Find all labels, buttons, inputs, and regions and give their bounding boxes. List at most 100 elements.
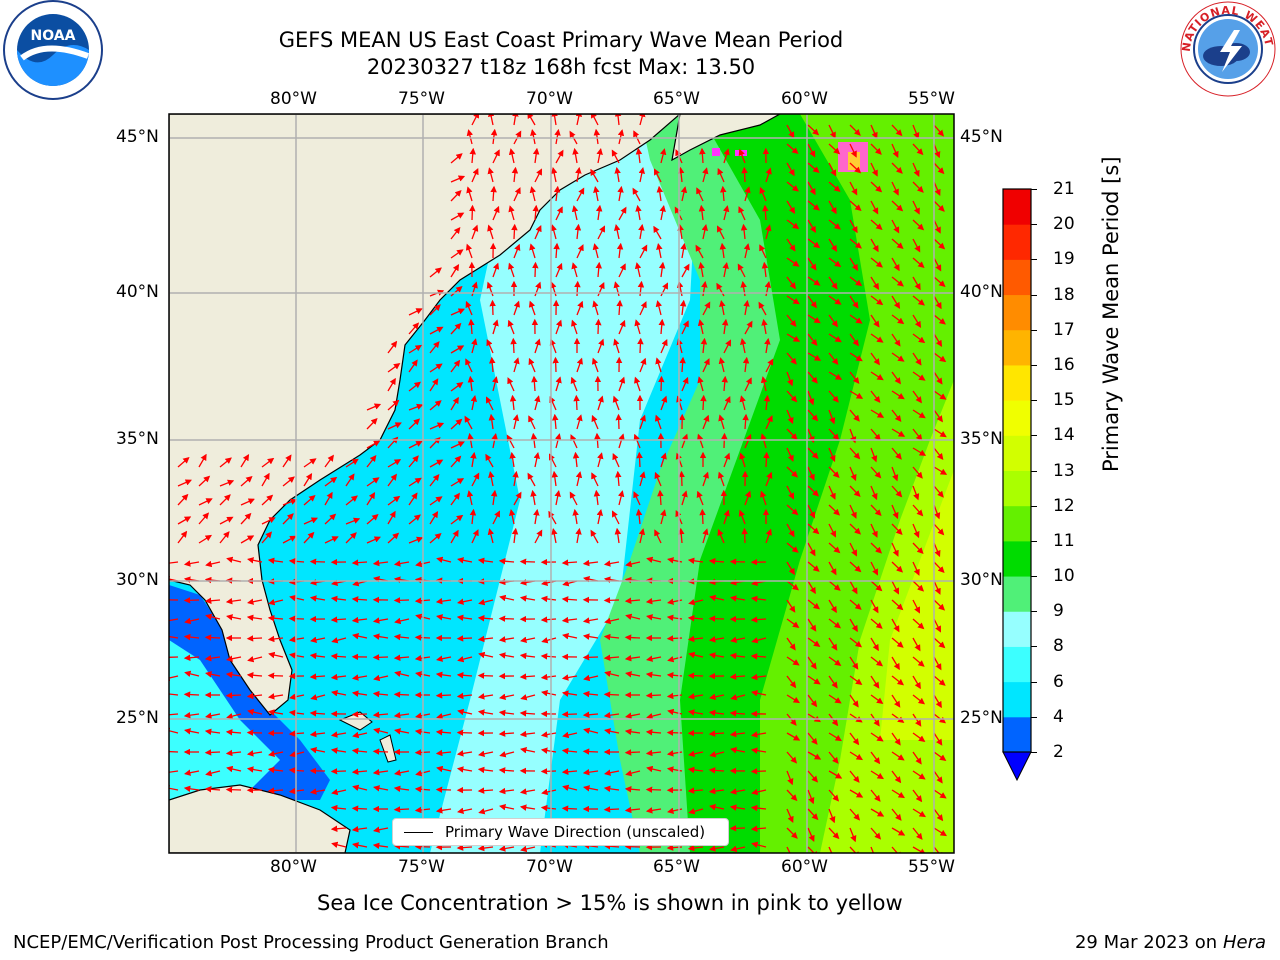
wave-direction-arrow xyxy=(267,693,284,700)
wave-direction-arrow xyxy=(324,491,333,506)
map-legend: Primary Wave Direction (unscaled) xyxy=(392,818,729,846)
wave-direction-arrow xyxy=(534,281,542,297)
wave-direction-arrow xyxy=(352,784,368,792)
wave-direction-arrow xyxy=(625,560,641,568)
wave-direction-arrow xyxy=(891,694,901,708)
wave-direction-arrow xyxy=(639,114,646,126)
lon-label-top: 65°W xyxy=(653,89,700,109)
wave-direction-arrow xyxy=(450,492,460,506)
wave-direction-arrow xyxy=(660,452,667,468)
wave-direction-arrow xyxy=(891,447,902,460)
wave-direction-arrow xyxy=(708,730,725,737)
wave-direction-arrow xyxy=(807,200,820,211)
wave-direction-arrow xyxy=(912,314,922,329)
wave-direction-arrow xyxy=(730,746,746,754)
wave-direction-arrow xyxy=(912,789,923,803)
lon-label-top: 60°W xyxy=(781,89,828,109)
wave-direction-arrow xyxy=(618,263,626,278)
wave-direction-arrow xyxy=(552,356,559,373)
wave-direction-arrow xyxy=(870,352,880,366)
wave-direction-arrow xyxy=(450,529,459,544)
wave-direction-arrow xyxy=(408,441,423,449)
wave-direction-arrow xyxy=(465,243,473,259)
wave-direction-arrow xyxy=(739,338,747,354)
wave-direction-arrow xyxy=(169,633,179,640)
wave-direction-arrow xyxy=(912,580,925,592)
colorbar-block xyxy=(1003,329,1031,366)
wave-direction-arrow xyxy=(590,529,599,544)
wave-direction-arrow xyxy=(933,504,941,520)
wave-direction-arrow xyxy=(177,516,192,525)
wave-direction-arrow xyxy=(912,599,920,614)
wave-direction-arrow xyxy=(372,559,389,567)
wave-direction-arrow xyxy=(786,846,791,853)
lat-label-right: 30°N xyxy=(960,570,1003,590)
wave-direction-arrow xyxy=(645,729,662,736)
wave-direction-arrow xyxy=(849,675,863,685)
wave-direction-arrow xyxy=(571,205,579,221)
wave-direction-arrow xyxy=(576,187,585,202)
wave-direction-arrow xyxy=(372,690,389,698)
colorbar-tick-label: 16 xyxy=(1053,354,1075,375)
wave-direction-arrow xyxy=(226,655,242,662)
wave-direction-arrow xyxy=(654,414,662,430)
wave-direction-arrow xyxy=(750,673,767,681)
wave-direction-arrow xyxy=(408,308,423,316)
wave-direction-arrow xyxy=(372,654,389,661)
wave-direction-arrow xyxy=(450,441,465,449)
wave-direction-arrow xyxy=(574,280,581,297)
wave-direction-arrow xyxy=(553,242,560,259)
wave-direction-arrow xyxy=(786,371,794,387)
wave-direction-arrow xyxy=(828,846,833,853)
wave-direction-arrow xyxy=(562,731,578,739)
wave-direction-arrow xyxy=(786,751,798,764)
wave-direction-arrow xyxy=(429,473,440,487)
wave-direction-arrow xyxy=(204,786,221,793)
wave-direction-arrow xyxy=(613,224,621,240)
wave-direction-arrow xyxy=(246,672,263,679)
wave-direction-arrow xyxy=(477,693,494,700)
wave-direction-arrow xyxy=(933,257,942,272)
wave-direction-arrow xyxy=(604,670,620,678)
wave-direction-arrow xyxy=(597,338,605,354)
wave-direction-arrow xyxy=(612,510,620,525)
wave-direction-arrow xyxy=(435,597,452,605)
wave-direction-arrow xyxy=(870,675,880,689)
wave-direction-arrow xyxy=(656,185,664,202)
wave-direction-arrow xyxy=(198,534,213,544)
wave-direction-arrow xyxy=(891,732,901,746)
wave-direction-arrow xyxy=(575,527,582,544)
wave-direction-arrow xyxy=(429,326,444,335)
wave-direction-arrow xyxy=(729,804,746,811)
wave-direction-arrow xyxy=(891,181,899,196)
wave-direction-arrow xyxy=(646,614,662,621)
wave-direction-arrow xyxy=(597,225,605,240)
wave-direction-arrow xyxy=(470,395,478,411)
wave-direction-arrow xyxy=(828,428,840,441)
wave-direction-arrow xyxy=(849,371,860,385)
wave-direction-arrow xyxy=(498,709,515,717)
wave-direction-arrow xyxy=(849,447,861,460)
wave-direction-arrow xyxy=(912,656,925,667)
wave-direction-arrow xyxy=(699,147,706,164)
wave-direction-arrow xyxy=(870,808,885,817)
wave-direction-arrow xyxy=(912,333,926,344)
wave-direction-arrow xyxy=(741,166,748,183)
wave-direction-arrow xyxy=(828,371,843,380)
wave-direction-arrow xyxy=(870,580,883,592)
wave-direction-arrow xyxy=(225,597,242,605)
lat-label-right: 35°N xyxy=(960,429,1003,449)
wave-direction-arrow xyxy=(351,805,368,812)
wave-direction-arrow xyxy=(849,352,863,362)
wave-direction-arrow xyxy=(933,371,943,385)
wave-direction-arrow xyxy=(183,711,200,719)
wave-direction-arrow xyxy=(618,319,626,335)
wave-direction-arrow xyxy=(849,618,858,633)
wave-direction-arrow xyxy=(807,390,815,406)
wave-direction-arrow xyxy=(604,617,620,625)
wave-direction-arrow xyxy=(205,712,221,719)
wave-direction-arrow xyxy=(635,204,642,221)
wave-direction-arrow xyxy=(729,595,746,602)
wave-direction-arrow xyxy=(828,238,838,253)
wave-direction-arrow xyxy=(593,128,601,145)
